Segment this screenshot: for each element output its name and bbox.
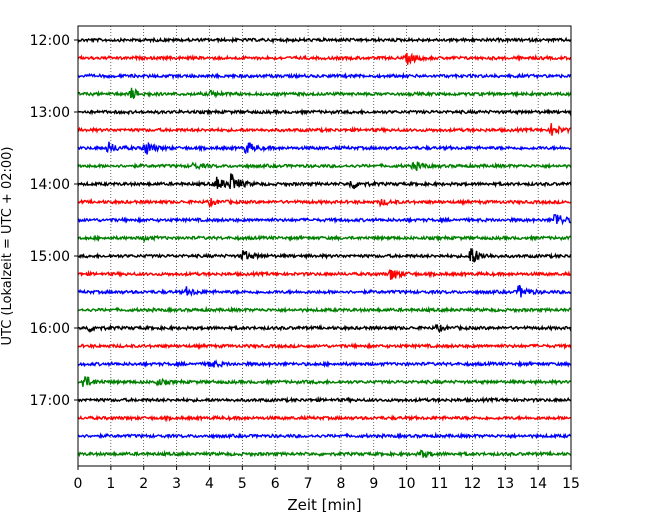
x-tick-label: 11 [431,476,449,492]
y-tick-label: 16:00 [30,321,70,337]
x-tick-label: 7 [304,476,313,492]
vertical-grid [110,26,539,466]
x-axis-ticks: 0 1 2 3 4 5 6 7 8 9 10 11 12 13 14 15 [74,466,580,492]
plot-frame [77,25,572,467]
trace-line [77,284,572,298]
trace-line [77,173,572,190]
trace-line [77,141,572,155]
trace-line [77,213,572,226]
x-tick-label: 2 [139,476,148,492]
x-tick-label: 1 [106,476,115,492]
trace-line [77,359,572,369]
trace-line [77,342,572,351]
y-tick-label: 12:00 [30,33,70,49]
trace-line [77,323,572,333]
y-tick-label: 14:00 [30,177,70,193]
x-tick-label: 8 [336,476,345,492]
trace-line [77,395,572,405]
trace-line [77,305,572,314]
x-tick-label: 6 [271,476,280,492]
trace-line [77,71,572,81]
trace-line [77,449,572,458]
trace-line [77,269,572,280]
x-tick-label: 9 [369,476,378,492]
y-tick-label: 17:00 [30,393,70,409]
trace-line [77,375,572,387]
x-axis-title: Zeit [min] [287,496,361,514]
y-tick-label: 15:00 [30,249,70,265]
y-tick-label: 13:00 [30,105,70,121]
x-tick-label: 10 [398,476,416,492]
trace-line [77,197,572,209]
trace-line [77,248,572,263]
trace-line [77,52,572,65]
x-tick-label: 12 [463,476,481,492]
trace-line [77,123,572,136]
trace-line [77,161,572,171]
trace-line [77,431,572,440]
traces [77,36,572,458]
trace-line [77,414,572,423]
x-tick-label: 4 [205,476,214,492]
x-tick-label: 14 [529,476,547,492]
x-tick-label: 15 [562,476,580,492]
x-tick-label: 3 [172,476,181,492]
trace-line [77,36,572,45]
x-tick-label: 0 [74,476,83,492]
trace-line [77,234,572,243]
y-axis-ticks: 12:00 13:00 14:00 15:00 16:00 17:00 [30,33,78,409]
trace-line [77,108,572,117]
y-axis-title: UTC (Lokalzeit = UTC + 02:00) [0,147,15,346]
x-tick-label: 13 [496,476,514,492]
trace-line [77,87,572,100]
x-tick-label: 5 [238,476,247,492]
